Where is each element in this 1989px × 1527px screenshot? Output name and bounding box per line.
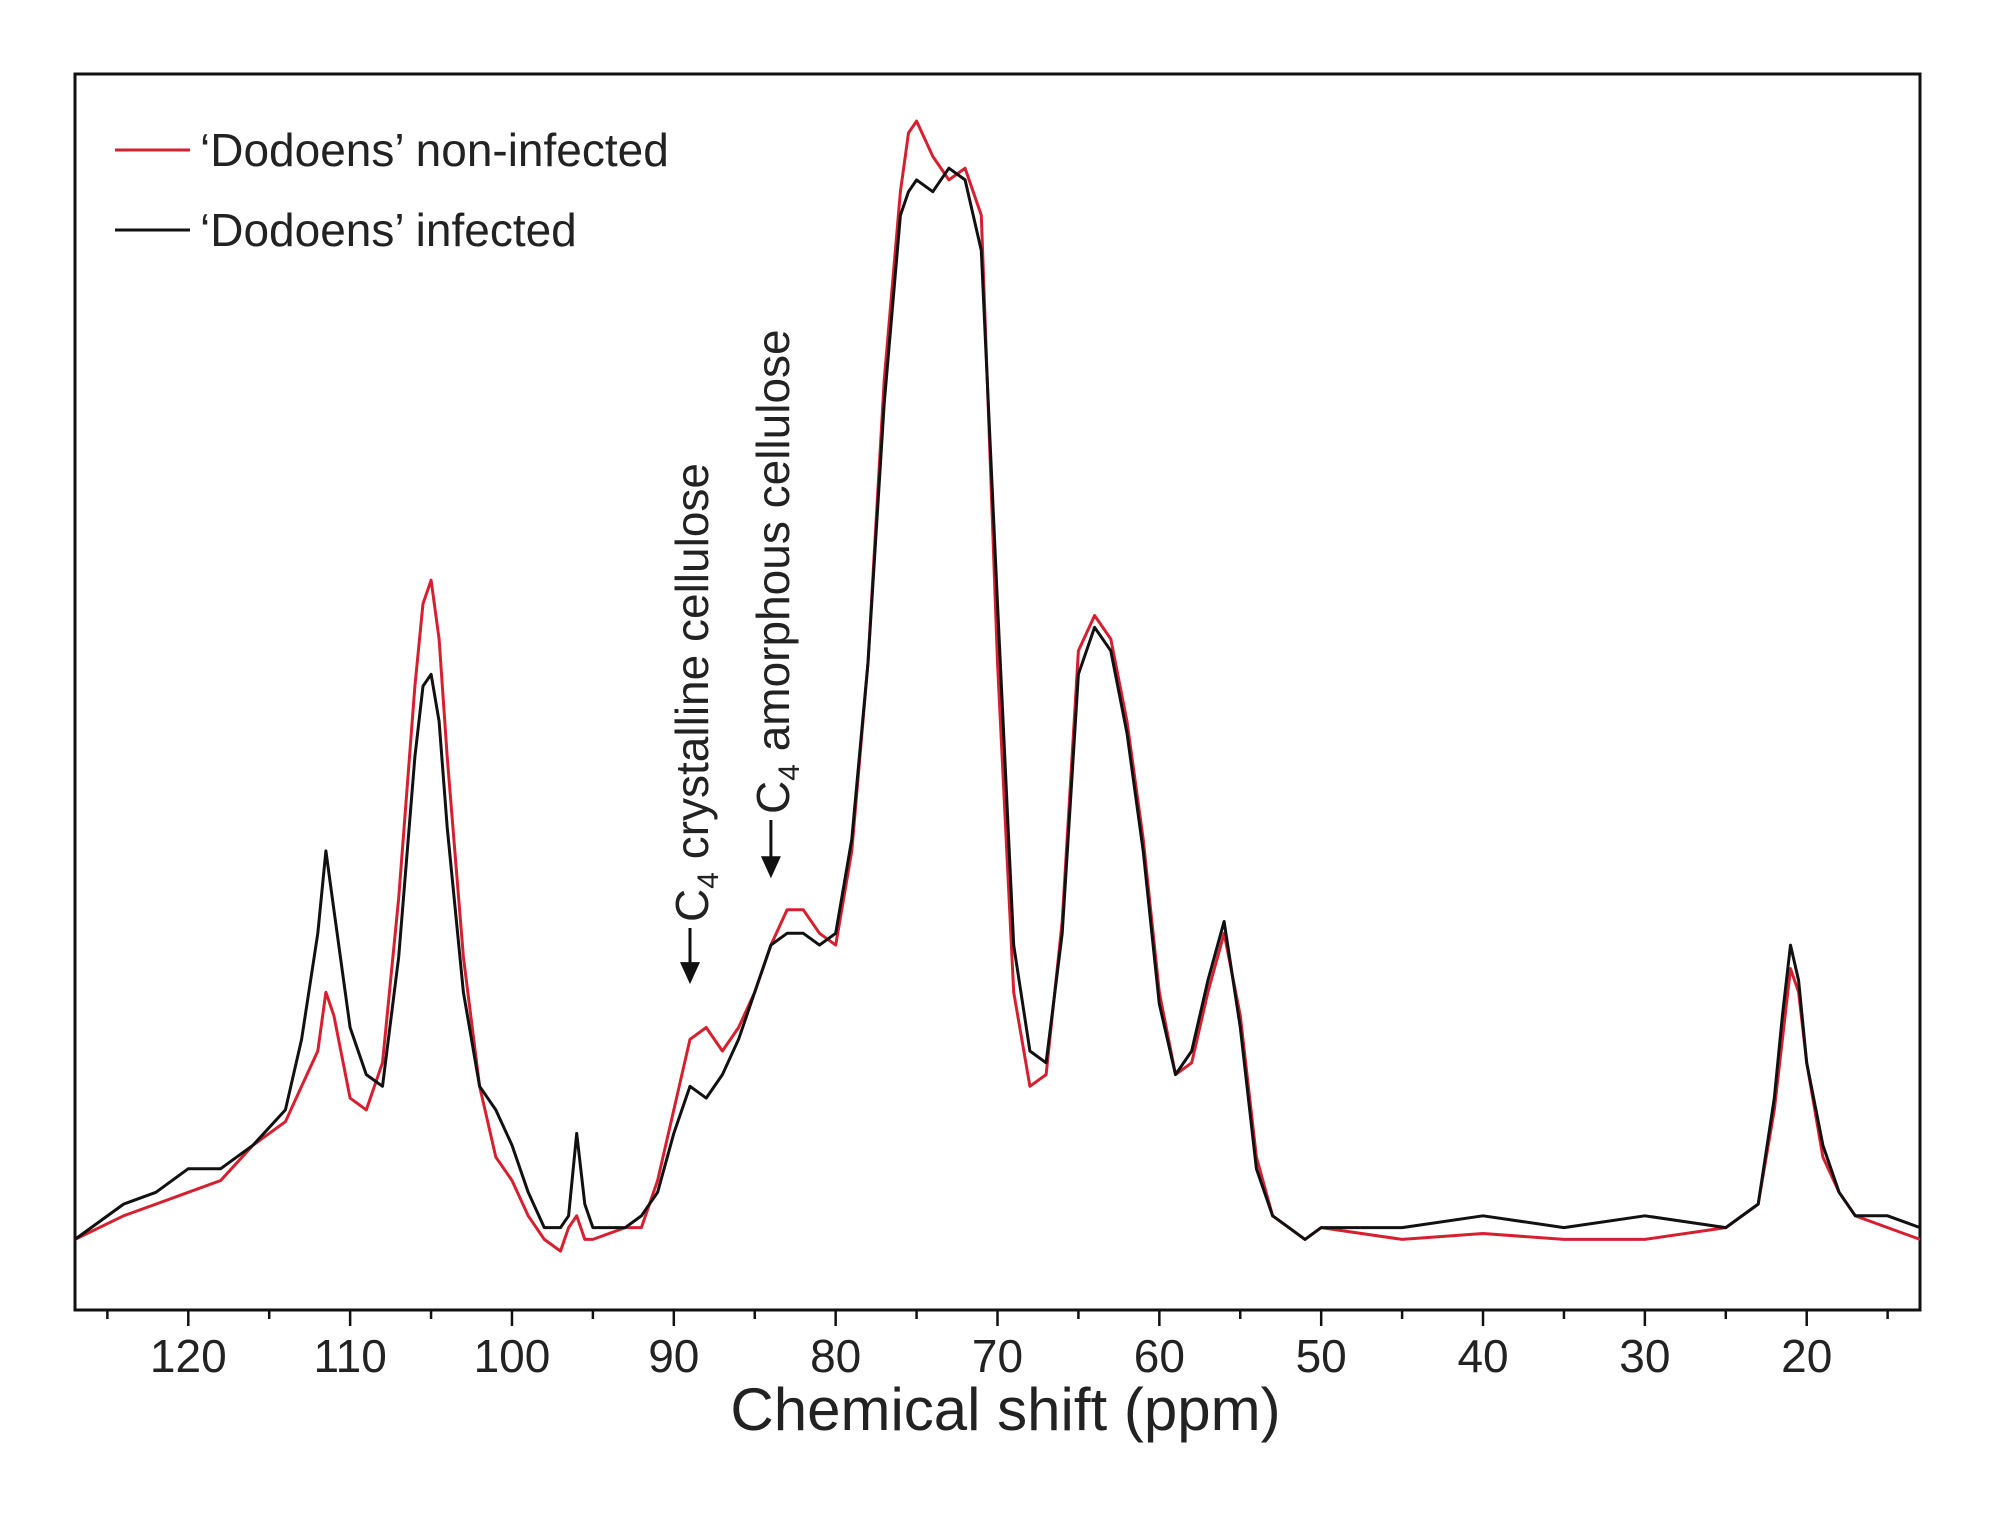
annotation-label-crystalline: C4 crystalline cellulose bbox=[666, 463, 725, 922]
annotation-subscript: 4 bbox=[773, 764, 806, 781]
legend-label-non-infected: ‘Dodoens’ non-infected bbox=[200, 124, 669, 176]
annotations: C4 crystalline cellulose C4 amorphous ce… bbox=[666, 329, 806, 985]
x-tick-label: 20 bbox=[1781, 1330, 1832, 1382]
x-tick-label: 120 bbox=[150, 1330, 227, 1382]
series-line-1 bbox=[74, 166, 1921, 1241]
annotation-rest: crystalline cellulose bbox=[666, 463, 718, 872]
series-line-0 bbox=[74, 119, 1921, 1253]
x-tick-label: 50 bbox=[1296, 1330, 1347, 1382]
x-tick-label: 60 bbox=[1134, 1330, 1185, 1382]
legend: ‘Dodoens’ non-infected ‘Dodoens’ infecte… bbox=[115, 124, 669, 256]
x-axis-title: Chemical shift (ppm) bbox=[730, 1376, 1280, 1443]
legend-label-infected: ‘Dodoens’ infected bbox=[200, 204, 577, 256]
series-layer bbox=[74, 119, 1921, 1253]
x-tick-label: 90 bbox=[648, 1330, 699, 1382]
annotation-crystalline-cellulose: C4 crystalline cellulose bbox=[666, 463, 725, 985]
annotation-c: C bbox=[747, 781, 799, 814]
x-tick-label: 30 bbox=[1619, 1330, 1670, 1382]
annotation-arrow-head bbox=[680, 962, 700, 985]
x-tick-label: 70 bbox=[972, 1330, 1023, 1382]
x-tick-label: 40 bbox=[1457, 1330, 1508, 1382]
annotation-label-amorphous: C4 amorphous cellulose bbox=[747, 329, 806, 814]
x-axis-ticks: 120 110 100 90 80 70 60 50 40 30 20 bbox=[106, 1310, 1889, 1382]
x-tick-label: 100 bbox=[474, 1330, 551, 1382]
annotation-c: C bbox=[666, 889, 718, 922]
x-tick-label: 110 bbox=[313, 1330, 386, 1382]
x-tick-label: 80 bbox=[810, 1330, 861, 1382]
annotation-rest: amorphous cellulose bbox=[747, 329, 799, 764]
annotation-amorphous-cellulose: C4 amorphous cellulose bbox=[747, 329, 806, 879]
annotation-arrow-head bbox=[760, 856, 781, 879]
annotation-subscript: 4 bbox=[692, 872, 725, 889]
